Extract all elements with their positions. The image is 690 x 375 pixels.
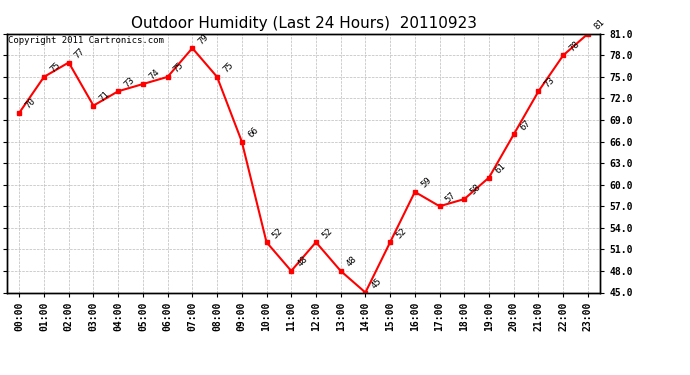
Text: 52: 52 (270, 226, 285, 240)
Text: 67: 67 (518, 118, 532, 132)
Text: 48: 48 (295, 255, 309, 269)
Text: 61: 61 (493, 161, 507, 176)
Text: 52: 52 (394, 226, 408, 240)
Text: 79: 79 (197, 32, 210, 46)
Text: 77: 77 (73, 46, 87, 60)
Text: 52: 52 (320, 226, 334, 240)
Text: 74: 74 (147, 68, 161, 82)
Title: Outdoor Humidity (Last 24 Hours)  20110923: Outdoor Humidity (Last 24 Hours) 2011092… (130, 16, 477, 31)
Text: 81: 81 (592, 18, 606, 32)
Text: 71: 71 (97, 90, 112, 104)
Text: 58: 58 (469, 183, 482, 197)
Text: 48: 48 (345, 255, 359, 269)
Text: 75: 75 (48, 61, 62, 75)
Text: 73: 73 (122, 75, 137, 89)
Text: 73: 73 (542, 75, 557, 89)
Text: 78: 78 (567, 39, 582, 53)
Text: 59: 59 (419, 176, 433, 190)
Text: 75: 75 (221, 61, 235, 75)
Text: 45: 45 (370, 276, 384, 290)
Text: 70: 70 (23, 97, 37, 111)
Text: Copyright 2011 Cartronics.com: Copyright 2011 Cartronics.com (8, 36, 164, 45)
Text: 75: 75 (172, 61, 186, 75)
Text: 57: 57 (444, 190, 457, 204)
Text: 66: 66 (246, 125, 260, 140)
